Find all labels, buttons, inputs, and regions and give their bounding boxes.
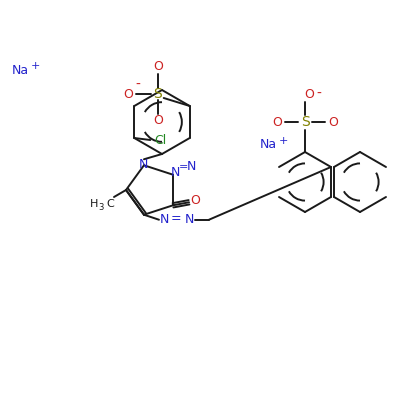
Text: S: S (301, 115, 309, 129)
Text: S: S (153, 87, 162, 101)
Text: -: - (135, 78, 140, 92)
Text: Na: Na (12, 64, 28, 76)
Text: O: O (123, 88, 133, 100)
Text: N: N (170, 166, 180, 179)
Text: O: O (304, 88, 314, 100)
Text: 3: 3 (98, 202, 104, 212)
Text: O: O (153, 114, 163, 128)
Text: N: N (159, 213, 169, 226)
Text: =: = (178, 162, 188, 172)
Text: =: = (171, 212, 181, 225)
Text: Na: Na (260, 138, 276, 152)
Text: Cl: Cl (154, 134, 166, 146)
Text: O: O (190, 194, 200, 207)
Text: O: O (328, 116, 338, 128)
Text: H: H (90, 199, 98, 209)
Text: -: - (316, 87, 322, 101)
Text: N: N (184, 213, 194, 226)
Text: N: N (138, 158, 148, 171)
Text: +: + (30, 61, 40, 71)
Text: +: + (278, 136, 288, 146)
Text: O: O (272, 116, 282, 128)
Text: N: N (186, 160, 196, 173)
Text: C: C (106, 199, 114, 209)
Text: O: O (153, 60, 163, 74)
